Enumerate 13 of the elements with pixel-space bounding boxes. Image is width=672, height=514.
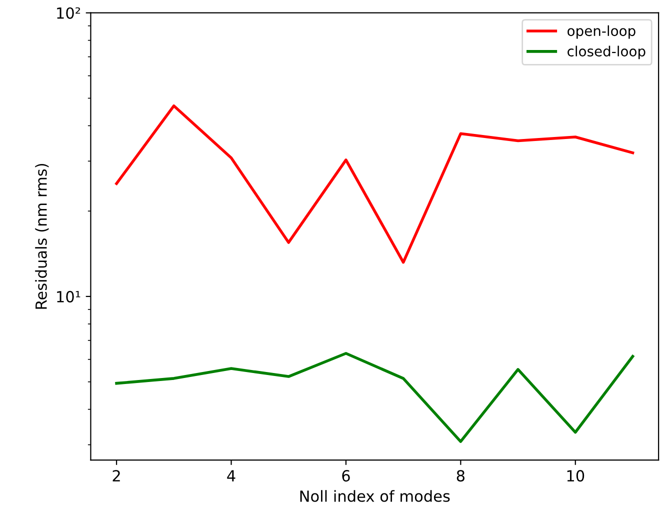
line-series	[115, 352, 634, 443]
x-tick-label: 6	[342, 470, 350, 482]
y-tick-label: 10²	[57, 7, 80, 19]
y-tick-label: 10¹	[57, 290, 80, 302]
line-series	[115, 104, 634, 264]
legend-label: closed-loop	[568, 46, 646, 60]
x-tick-label: 2	[112, 470, 120, 482]
x-tick-label: 10	[567, 470, 584, 482]
x-axis-title: Noll index of modes	[300, 490, 450, 502]
x-tick-label: 8	[456, 470, 464, 482]
x-tick-label: 4	[227, 470, 236, 482]
legend-label: open-loop	[568, 25, 636, 39]
y-axis-title: Residuals (nm rms)	[35, 164, 49, 309]
